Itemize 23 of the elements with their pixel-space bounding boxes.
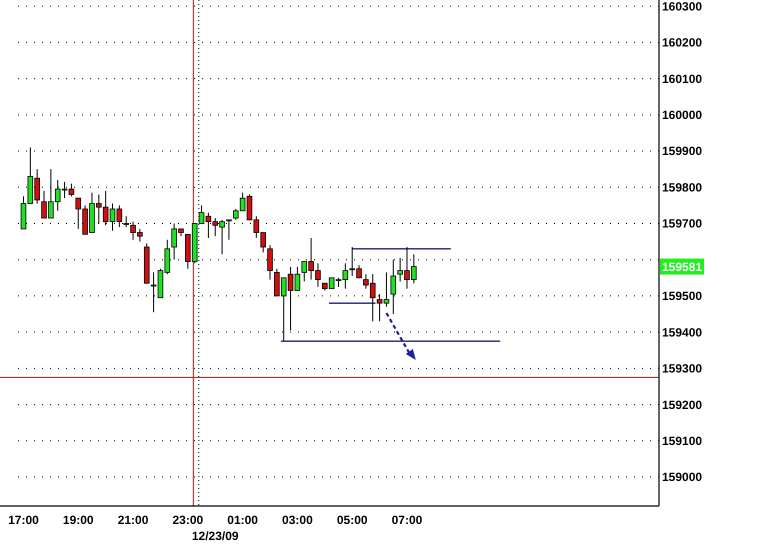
- y-tick-label: 160200: [662, 36, 702, 50]
- y-tick-label: 159400: [662, 325, 702, 340]
- y-tick-label: 159500: [662, 289, 702, 304]
- x-tick-label: 03:00: [282, 513, 314, 527]
- y-tick-label: 160000: [662, 108, 702, 122]
- x-tick-label: 23:00: [172, 513, 204, 527]
- y-tick-label: 159100: [662, 434, 702, 448]
- y-tick-label: 160300: [662, 0, 702, 14]
- x-tick-label: 19:00: [62, 513, 94, 527]
- x-tick-label: 21:00: [118, 513, 149, 527]
- x-tick-label: 05:00: [336, 513, 368, 527]
- annotation: 159581: [662, 260, 702, 274]
- x-tick-label: 01:00: [227, 513, 258, 527]
- y-tick-label: 160100: [662, 72, 702, 86]
- y-tick-label: 159200: [662, 398, 702, 412]
- y-tick-label: 159300: [662, 362, 702, 376]
- y-tick-label: 159800: [662, 180, 702, 194]
- x-tick-label: 17:00: [8, 513, 40, 527]
- y-tick-label: 159000: [662, 470, 702, 484]
- y-tick-label: 159700: [662, 216, 702, 231]
- x-tick-label: 07:00: [392, 513, 423, 527]
- text: 12/23/09: [192, 529, 239, 543]
- y-tick-label: 159900: [662, 144, 702, 158]
